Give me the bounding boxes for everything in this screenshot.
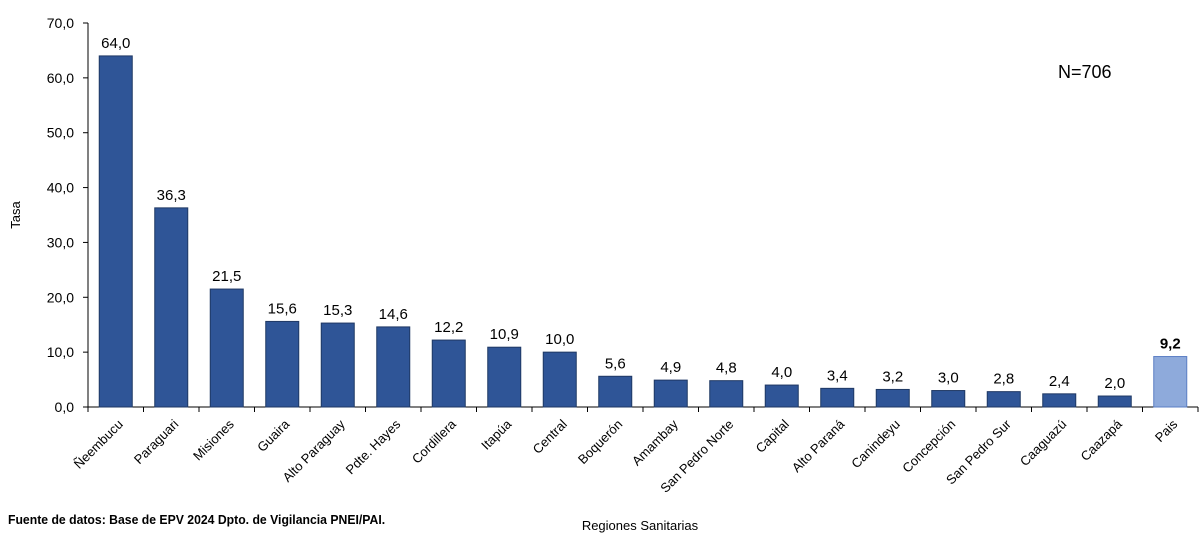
bar-10	[598, 375, 633, 408]
bar-value-label: 10,9	[490, 326, 519, 343]
bar-1	[98, 55, 133, 408]
bar-value-label: 36,3	[157, 187, 186, 204]
bar-value-label: 9,2	[1160, 336, 1181, 353]
bar-value-label: 2,4	[1049, 373, 1070, 390]
bar-value-label: 2,8	[993, 371, 1014, 388]
bar-15	[875, 388, 910, 408]
y-tick-label: 40,0	[47, 180, 74, 196]
bar-9	[542, 351, 577, 408]
bar-value-label: 3,4	[827, 367, 848, 384]
x-tick-label: Capital	[753, 416, 792, 455]
x-axis-label: Regiones Sanitarias	[582, 518, 699, 533]
bar-value-label: 64,0	[101, 35, 130, 52]
bar-11	[653, 379, 688, 408]
x-tick-label: Cordillera	[409, 416, 459, 466]
bar-value-label: 10,0	[545, 331, 574, 348]
bar-value-label: 14,6	[379, 306, 408, 323]
bar-6	[376, 326, 411, 408]
y-tick-label: 20,0	[47, 289, 74, 305]
y-tick-label: 0,0	[55, 399, 75, 415]
x-tick-label: Caazapá	[1077, 416, 1125, 464]
x-tick-label: Caaguazú	[1017, 417, 1070, 470]
x-tick-label: Paraguari	[131, 416, 182, 467]
bar-16	[931, 390, 966, 408]
bar-3	[209, 288, 244, 408]
bar-value-label: 5,6	[605, 355, 626, 372]
y-tick-label: 50,0	[47, 125, 74, 141]
bar-17	[986, 391, 1021, 408]
y-tick-label: 30,0	[47, 234, 74, 250]
y-tick-label: 60,0	[47, 70, 74, 86]
bar-20	[1153, 356, 1188, 408]
x-tick-label: Alto Paraná	[789, 416, 848, 475]
x-tick-label: Itapúa	[478, 416, 515, 453]
bar-value-label: 15,6	[268, 300, 297, 317]
x-tick-label: Pais	[1152, 416, 1181, 445]
x-tick-label: Misiones	[190, 416, 237, 463]
y-axis-label: Tasa	[8, 201, 23, 229]
bar-8	[487, 346, 522, 408]
bar-value-label: 4,8	[716, 360, 737, 377]
x-tick-label: Guaira	[254, 416, 293, 455]
x-tick-label: Concepción	[899, 417, 958, 476]
bar-value-label: 21,5	[212, 268, 241, 285]
bar-value-label: 3,0	[938, 370, 959, 387]
bar-5	[320, 322, 355, 408]
bar-value-label: 2,0	[1104, 375, 1125, 392]
bar-value-label: 15,3	[323, 302, 352, 319]
bar-value-label: 4,9	[660, 359, 681, 376]
bar-19	[1097, 395, 1132, 408]
bar-14	[820, 387, 855, 408]
x-tick-label: Pdte. Hayes	[343, 416, 404, 477]
bar-value-label: 3,2	[882, 368, 903, 385]
x-tick-label: Boquerón	[575, 417, 625, 467]
x-tick-label: Central	[530, 416, 570, 456]
bar-2	[154, 207, 189, 408]
x-tick-label: Amambay	[629, 416, 681, 468]
bar-value-label: 4,0	[771, 364, 792, 381]
source-footnote: Fuente de datos: Base de EPV 2024 Dpto. …	[8, 512, 386, 527]
bar-4	[265, 320, 300, 408]
bar-18	[1042, 393, 1077, 408]
bar-value-label: 12,2	[434, 319, 463, 336]
n-annotation: N=706	[1058, 62, 1112, 82]
x-tick-label: Canindeyu	[848, 417, 903, 472]
y-tick-label: 10,0	[47, 344, 74, 360]
y-tick-label: 70,0	[47, 15, 74, 31]
x-tick-label: Ñeembucu	[71, 417, 126, 472]
bar-13	[764, 384, 799, 408]
bar-7	[431, 339, 466, 408]
bar-12	[709, 380, 744, 408]
